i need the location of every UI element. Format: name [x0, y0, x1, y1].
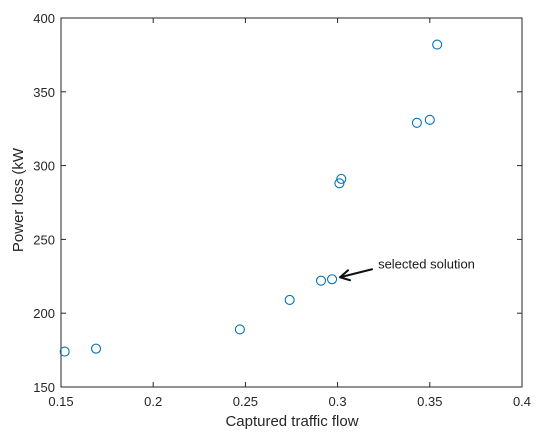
x-tick-label: 0.15 — [48, 394, 73, 409]
y-tick-label: 350 — [33, 85, 55, 100]
data-point — [336, 173, 347, 184]
y-tick-label: 250 — [33, 232, 55, 247]
x-tick-label: 0.3 — [329, 394, 347, 409]
data-points — [59, 39, 443, 357]
x-axis-label: Captured traffic flow — [225, 413, 358, 430]
axis-ticks: 0.15 0.2 0.25 0.3 0.35 0.4 150 200 250 300 350 400 — [33, 11, 531, 409]
data-point — [411, 117, 422, 128]
annotation-arrowhead — [339, 269, 352, 282]
y-axis-label: Power loss (kW — [10, 147, 27, 252]
data-point — [90, 343, 102, 354]
x-tick-label: 0.2 — [144, 394, 162, 409]
annotation-arrow-shaft — [339, 268, 374, 279]
y-tick-label: 200 — [33, 306, 55, 321]
data-point — [432, 39, 443, 50]
x-tick-label: 0.35 — [417, 394, 442, 409]
y-tick-label: 300 — [33, 159, 55, 174]
data-point — [234, 324, 245, 335]
data-point — [424, 114, 435, 125]
y-tick-label: 400 — [33, 11, 55, 26]
data-point — [315, 275, 327, 286]
x-tick-label: 0.4 — [513, 394, 531, 409]
annotations: selected solution — [339, 256, 475, 282]
data-point — [284, 294, 295, 305]
annotation-label: selected solution — [378, 256, 475, 271]
x-tick-label: 0.25 — [233, 394, 258, 409]
plot-frame — [60, 17, 523, 388]
data-point — [334, 178, 345, 189]
y-tick-label: 150 — [33, 380, 55, 395]
plot-area — [60, 17, 523, 388]
data-point — [327, 274, 338, 285]
data-point — [59, 346, 70, 357]
